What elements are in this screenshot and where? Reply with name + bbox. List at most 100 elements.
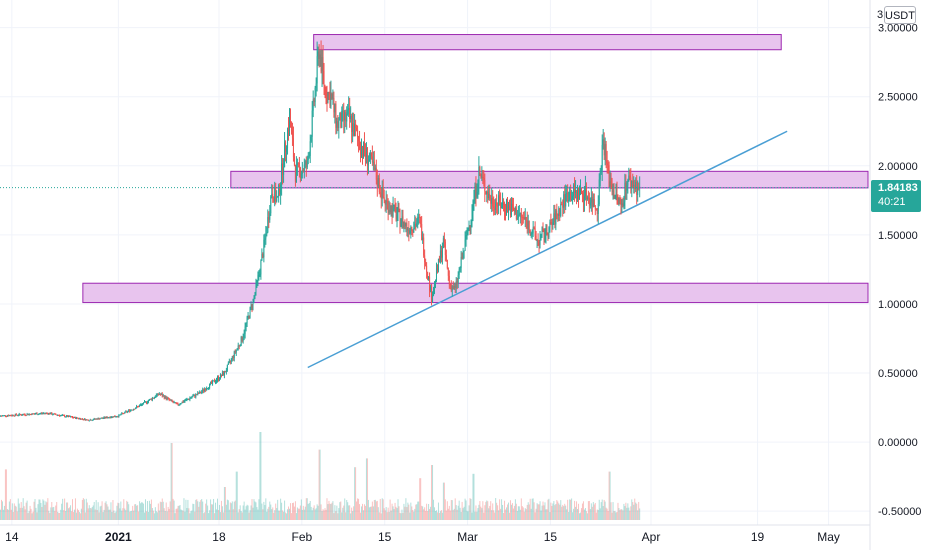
volume-bar	[110, 502, 112, 520]
candle-body	[242, 337, 244, 342]
time-axis[interactable]: 14 2021 18 Feb 15 Mar 15 Apr 19 May	[5, 530, 840, 544]
volume-bar	[352, 511, 354, 520]
candle-body	[35, 413, 37, 415]
volume-bar	[481, 508, 483, 520]
currency-badge[interactable]: USDT	[884, 6, 916, 24]
volume-bar	[29, 505, 31, 520]
candle-body	[502, 202, 504, 208]
candle-body	[637, 187, 639, 195]
volume-bar	[117, 502, 119, 520]
candle-body	[349, 108, 351, 119]
volume-bar	[503, 512, 505, 520]
volume-bar	[320, 504, 322, 520]
candle-body	[72, 417, 74, 419]
candle-body	[112, 416, 114, 418]
volume-bar	[232, 509, 234, 520]
volume-bar	[94, 509, 96, 520]
candle-body	[86, 419, 88, 421]
candle-body	[0, 415, 2, 417]
volume-bar	[263, 501, 265, 520]
volume-bar	[282, 510, 284, 520]
time-tick-label: 15	[378, 530, 392, 544]
volume-bar	[103, 509, 105, 520]
candle-body	[284, 142, 286, 168]
candle-body	[40, 413, 42, 415]
volume-bar	[432, 465, 434, 520]
volume-bar	[249, 510, 251, 520]
candle-body	[114, 416, 116, 418]
volume-bar	[495, 498, 497, 520]
candle-body	[569, 191, 571, 201]
volume-bar	[74, 498, 76, 520]
volume-bar	[222, 512, 224, 520]
candle-body	[424, 255, 426, 263]
candle-body	[168, 398, 170, 400]
candle-body	[227, 362, 229, 365]
candle-body	[595, 208, 597, 210]
candle-body	[609, 181, 611, 187]
candle-body	[72, 417, 73, 419]
candle-body	[166, 397, 168, 400]
volume-bar	[120, 501, 122, 520]
candle-body	[588, 197, 590, 206]
candle-body	[261, 254, 263, 261]
volume-bar	[116, 505, 118, 520]
candle-body	[398, 209, 400, 211]
candle-body	[303, 164, 305, 172]
candle-body	[322, 57, 324, 71]
candle-body	[16, 414, 18, 416]
volume-bar	[458, 500, 460, 520]
price-axis[interactable]: 3.00000 2.50000 2.00000 1.50000 1.00000 0.500…	[878, 23, 921, 519]
volume-bar	[105, 501, 107, 520]
volume-bar	[372, 506, 374, 520]
volume-bar	[637, 510, 639, 520]
candle-body	[219, 374, 221, 379]
candle-body	[46, 412, 48, 414]
candle-body	[409, 230, 411, 234]
candle-body	[573, 185, 575, 196]
volume-bar	[44, 504, 46, 520]
volume-bar	[182, 510, 184, 520]
candle-body	[332, 97, 334, 99]
volume-bar	[612, 502, 614, 520]
candle-body	[268, 217, 270, 220]
volume-bar	[80, 508, 82, 520]
time-tick-label: 15	[544, 530, 558, 544]
volume-bar	[137, 505, 139, 520]
volume-bar	[113, 510, 115, 520]
volume-bar	[619, 510, 621, 520]
volume-bar	[509, 500, 511, 520]
volume-bar	[48, 510, 50, 520]
candle-body	[421, 224, 423, 240]
candle-body	[237, 345, 239, 349]
candle-body	[286, 148, 288, 152]
candle-body	[11, 414, 13, 416]
volume-bar	[302, 505, 304, 520]
volume-bar	[16, 511, 18, 520]
candle-body	[482, 176, 484, 178]
volume-bar	[553, 501, 555, 520]
candle-body	[247, 316, 249, 318]
candle-body	[256, 279, 258, 283]
volume-bar	[506, 507, 508, 520]
candle-body	[58, 414, 60, 416]
candle-body	[378, 178, 380, 192]
volume-bar	[153, 513, 155, 520]
volume-bar	[184, 511, 186, 520]
candle-body	[97, 418, 99, 420]
trendline-layer[interactable]	[307, 130, 788, 369]
volume-bar	[461, 501, 463, 520]
candle-body	[430, 286, 432, 291]
candle-body	[543, 230, 545, 240]
volume-bar	[246, 504, 248, 520]
candle-body	[367, 161, 369, 166]
candle-body	[84, 418, 86, 421]
volume-bar	[108, 509, 110, 520]
volume-bar	[102, 512, 104, 520]
volume-bar	[502, 504, 504, 520]
volume-bar	[218, 504, 220, 520]
volume-bar	[563, 506, 565, 520]
zones-layer[interactable]	[82, 34, 869, 304]
candle-body	[592, 199, 594, 207]
